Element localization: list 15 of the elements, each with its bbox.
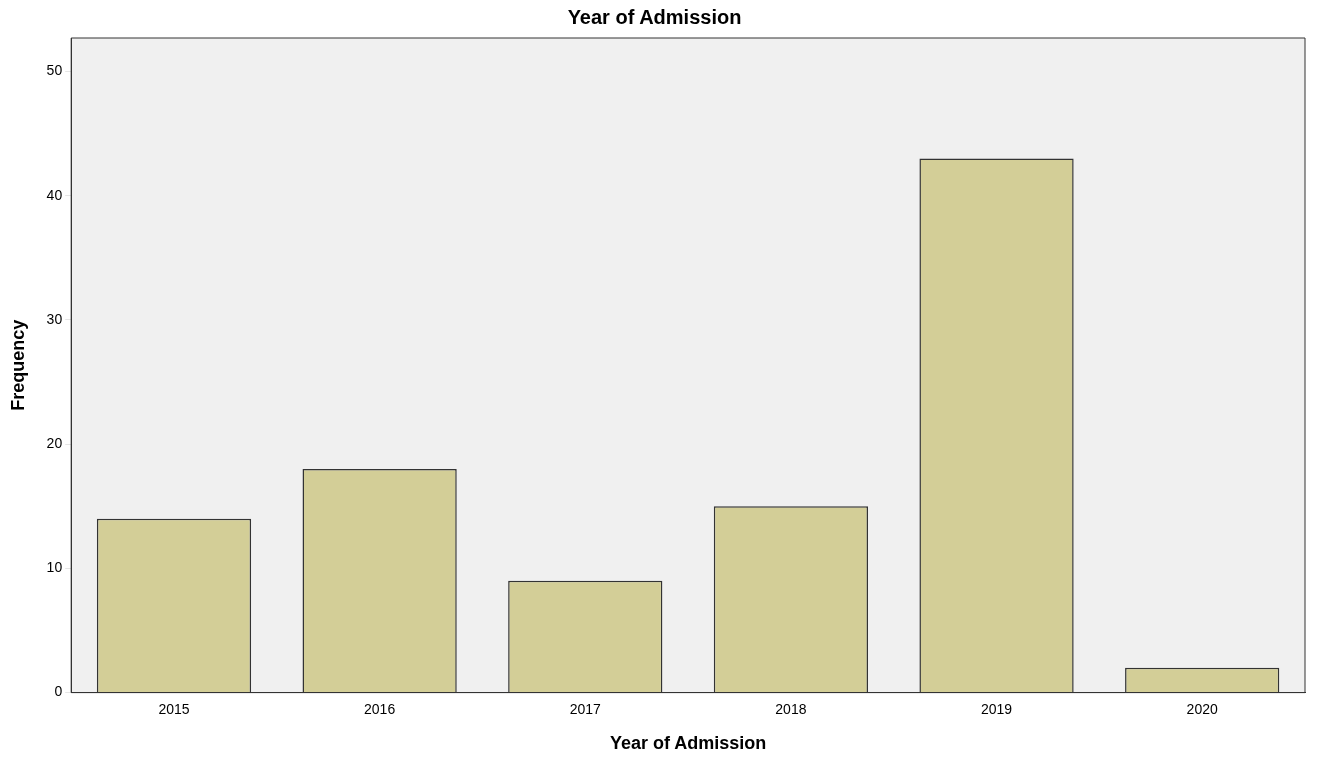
x-tick-label: 2020 (1186, 700, 1218, 717)
y-axis-title: Frequency (7, 319, 28, 411)
y-tick-label: 0 (54, 683, 63, 700)
y-tick-label: 10 (46, 559, 63, 576)
y-tick-label: 20 (46, 435, 63, 452)
x-tick-label: 2019 (980, 700, 1013, 717)
x-tick-label: 2018 (775, 700, 807, 717)
x-tick-label: 2016 (364, 700, 396, 717)
y-tick-label: 30 (46, 310, 63, 327)
x-tick-label: 2017 (569, 700, 602, 717)
x-tick-label: 2015 (158, 700, 190, 717)
x-axis-title: Year of Admission (609, 733, 767, 754)
y-tick-label: 50 (46, 62, 63, 79)
y-tick-label: 40 (46, 186, 63, 203)
chart-title: Year of Admission (567, 5, 742, 28)
